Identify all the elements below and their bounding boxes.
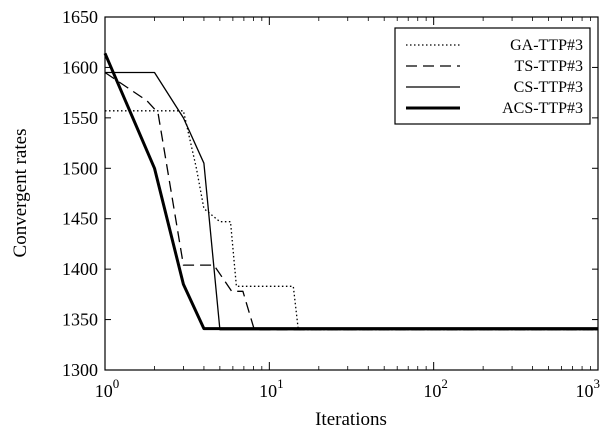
y-tick-label: 1400 [62, 259, 98, 279]
series-line-ts-ttp-3 [104, 71, 598, 331]
legend-label-ts-ttp-3: TS-TTP#3 [515, 58, 583, 75]
y-tick-label: 1500 [62, 158, 98, 178]
y-tick-label: 1350 [62, 310, 98, 330]
x-axis: 100 101 102 103 [95, 17, 600, 401]
y-tick-label: 1650 [62, 7, 98, 27]
plot-area [104, 16, 599, 371]
x-tick-label: 102 [423, 376, 448, 401]
x-tick-exponent: 1 [277, 376, 284, 391]
y-tick-label: 1600 [62, 57, 98, 77]
y-tick-label: 1550 [62, 108, 98, 128]
x-tick-base: 10 [259, 381, 277, 401]
y-tick-label: 1450 [62, 209, 98, 229]
x-tick-label: 100 [95, 376, 120, 401]
x-axis-title: Iterations [315, 409, 387, 430]
x-tick-base: 10 [576, 381, 594, 401]
y-tick-label: 1300 [62, 360, 98, 380]
legend-label-acs-ttp-3: ACS-TTP#3 [502, 100, 583, 117]
x-tick-base: 10 [95, 381, 113, 401]
y-axis: 1300 1350 1400 1450 1500 1550 1600 1650 [62, 7, 598, 380]
legend-label-cs-ttp-3: CS-TTP#3 [514, 79, 583, 96]
x-tick-label: 103 [576, 376, 601, 401]
legend-label-ga-ttp-3: GA-TTP#3 [510, 37, 583, 54]
x-tick-label: 101 [259, 376, 284, 401]
x-tick-base: 10 [423, 381, 441, 401]
series-lines [103, 52, 598, 331]
x-tick-exponent: 2 [441, 376, 448, 391]
legend: GA-TTP#3 TS-TTP#3 CS-TTP#3 ACS-TTP#3 [394, 27, 591, 125]
x-tick-exponent: 0 [113, 376, 120, 391]
y-axis-title: Convergent rates [10, 129, 31, 258]
series-line-acs-ttp-3 [103, 52, 598, 331]
series-line-ga-ttp-3 [105, 110, 598, 331]
x-tick-exponent: 3 [594, 376, 601, 391]
